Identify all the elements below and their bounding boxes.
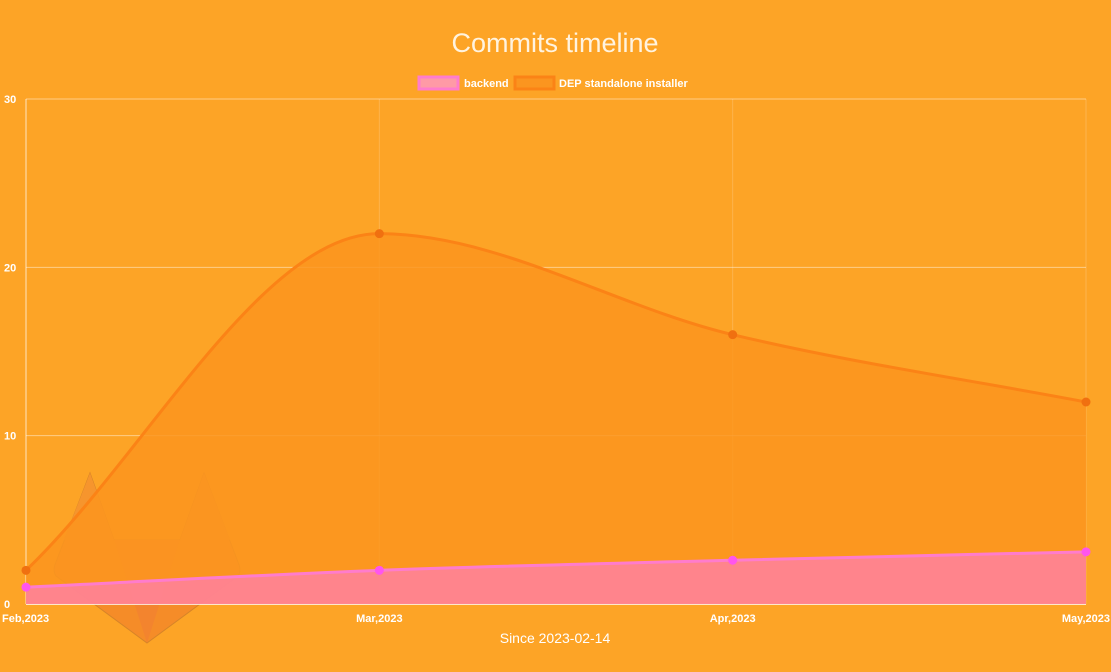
x-tick-label: May,2023 [1062, 613, 1110, 625]
point-backend-0[interactable] [21, 582, 31, 592]
point-dep-standalone-installer-0[interactable] [21, 565, 31, 575]
legend-item-backend[interactable]: backend [417, 75, 509, 91]
y-tick-label: 20 [4, 262, 16, 274]
y-tick-label: 30 [4, 94, 16, 106]
area-dep-standalone-installer [26, 233, 1086, 604]
legend-label-backend: backend [464, 78, 509, 90]
point-backend-1[interactable] [374, 565, 384, 575]
point-dep-standalone-installer-3[interactable] [1081, 397, 1091, 407]
line-backend [25, 550, 1087, 589]
data-points [21, 229, 1091, 592]
point-backend-3[interactable] [1081, 547, 1091, 557]
legend-item-dep-standalone-installer[interactable]: DEP standalone installer [513, 75, 689, 91]
line-dep-standalone-installer [24, 232, 1087, 572]
point-dep-standalone-installer-2[interactable] [728, 330, 738, 340]
legend: backend DEP standalone installer [417, 75, 689, 91]
legend-swatch-backend [417, 75, 460, 91]
x-tick-label: Mar,2023 [356, 613, 402, 625]
series-lines [24, 232, 1087, 589]
point-dep-standalone-installer-1[interactable] [374, 229, 384, 239]
x-axis-label: Since 2023-02-14 [500, 630, 611, 646]
x-axis-ticks: Feb,2023 Mar,2023 Apr,2023 May,2023 [2, 613, 1110, 625]
legend-label-dep-standalone-installer: DEP standalone installer [559, 78, 689, 90]
series-areas [26, 233, 1086, 604]
x-tick-label: Feb,2023 [2, 613, 49, 625]
x-tick-label: Apr,2023 [710, 613, 756, 625]
y-tick-label: 10 [4, 431, 16, 443]
chart-title: Commits timeline [451, 28, 658, 58]
legend-swatch-dep-standalone-installer [513, 75, 556, 91]
y-tick-label: 0 [4, 599, 10, 611]
area-backend [26, 551, 1086, 604]
y-axis-ticks: 0 10 20 30 [4, 94, 16, 611]
point-backend-2[interactable] [728, 555, 738, 565]
